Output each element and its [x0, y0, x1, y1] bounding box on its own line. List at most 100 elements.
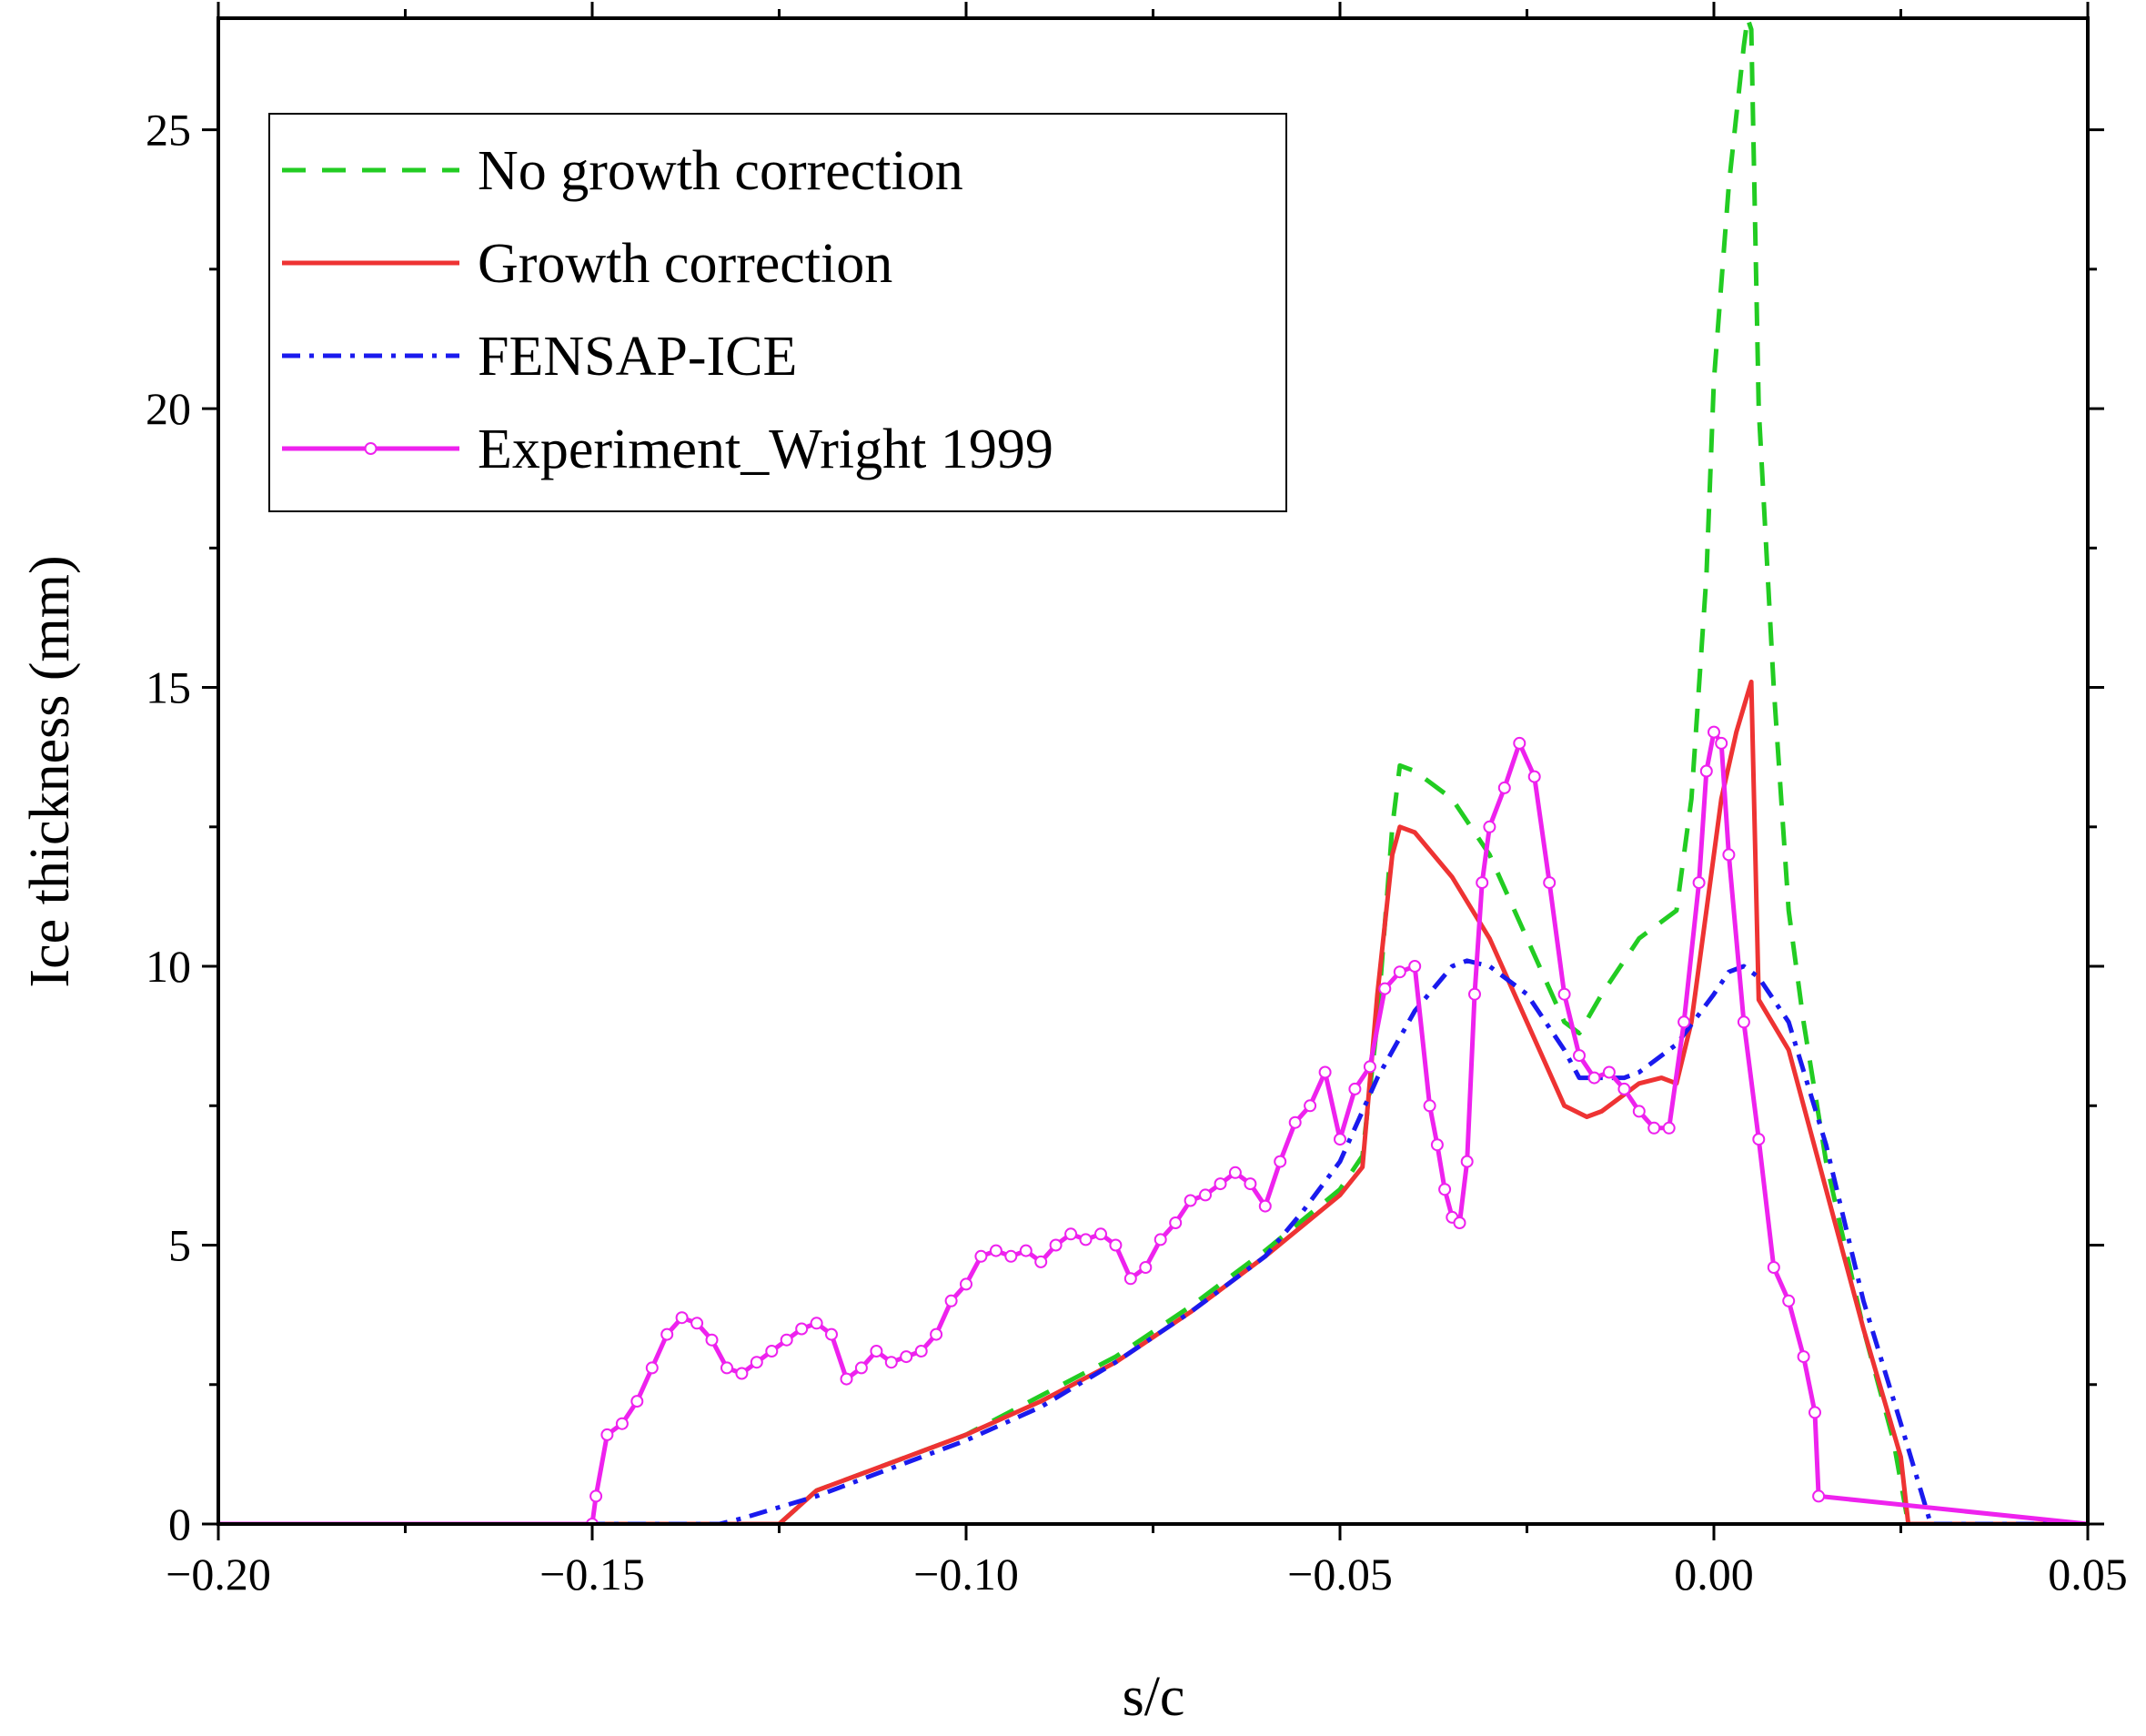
data-point: [854, 1361, 868, 1375]
data-point: [780, 1333, 793, 1347]
data-point: [944, 1294, 958, 1307]
data-point: [1527, 770, 1541, 783]
data-point: [1453, 1216, 1466, 1229]
ticks-layer: [202, 2, 2104, 1540]
data-point: [1483, 820, 1496, 833]
y-tick-label: 5: [168, 1220, 191, 1271]
data-point: [1460, 1155, 1474, 1168]
data-point: [1632, 1105, 1646, 1118]
legend: No growth correction Growth correction FEN…: [268, 113, 1287, 512]
series-line-growth-correction: [218, 679, 2088, 1524]
y-tick-label: 25: [146, 105, 191, 156]
x-tick-label: −0.05: [1287, 1549, 1393, 1600]
data-point: [974, 1249, 988, 1263]
series-layer: [218, 18, 2088, 1524]
data-point: [600, 1428, 614, 1441]
data-point: [690, 1317, 704, 1330]
data-point: [750, 1356, 763, 1369]
data-point: [675, 1311, 689, 1325]
data-point: [1476, 876, 1489, 890]
data-point: [840, 1372, 853, 1386]
x-tick-label: −0.10: [913, 1549, 1019, 1600]
data-point: [870, 1345, 883, 1358]
data-point: [660, 1327, 674, 1341]
data-point: [810, 1317, 823, 1330]
y-axis-title: Ice thickness (mm): [19, 555, 81, 987]
legend-label-experiment-wright-1999: Experiment_Wright 1999: [478, 419, 1053, 480]
data-point: [1438, 1183, 1452, 1196]
data-point: [1288, 1115, 1302, 1129]
data-point: [1513, 736, 1526, 750]
tick-labels-layer: −0.20 −0.15 −0.10 −0.05 0.00 0.05 0 5 10 15 20 25: [146, 105, 2128, 1600]
data-point: [1617, 1082, 1631, 1095]
data-point: [1430, 1138, 1444, 1152]
legend-label-no-growth-correction: No growth correction: [478, 140, 963, 202]
data-point: [720, 1361, 733, 1375]
data-point: [795, 1322, 809, 1336]
data-point: [1139, 1261, 1153, 1274]
data-point: [1393, 965, 1406, 979]
data-point: [1064, 1227, 1078, 1241]
legend-label-growth-correction: Growth correction: [478, 233, 892, 295]
data-point: [1423, 1099, 1436, 1113]
data-point: [1602, 1065, 1616, 1079]
data-point: [1079, 1233, 1093, 1246]
data-point: [1169, 1216, 1183, 1229]
data-point: [615, 1417, 629, 1430]
data-point: [1049, 1238, 1063, 1252]
legend-marker: [364, 442, 378, 455]
data-point: [1715, 736, 1728, 750]
data-point: [1647, 1121, 1661, 1135]
data-point: [1543, 876, 1557, 890]
data-point: [1274, 1155, 1287, 1168]
series-experiment-wright-1999: [218, 725, 2088, 1524]
data-point: [1497, 781, 1511, 794]
data-point: [1722, 848, 1736, 862]
data-point: [1573, 1049, 1586, 1063]
x-tick-label: 0.05: [2048, 1549, 2128, 1600]
data-point: [735, 1367, 749, 1380]
series-no-growth-correction: [218, 18, 2088, 1524]
data-point: [1699, 764, 1713, 778]
data-point: [1378, 982, 1392, 995]
data-point: [1244, 1177, 1257, 1191]
data-point: [1154, 1233, 1167, 1246]
data-point: [884, 1356, 898, 1369]
data-point: [589, 1489, 603, 1503]
data-point: [960, 1277, 972, 1291]
data-point: [1587, 1071, 1601, 1085]
data-point: [1737, 1015, 1750, 1029]
data-point: [1214, 1177, 1227, 1191]
series-fensap-ice: [218, 958, 2088, 1524]
data-point: [1334, 1133, 1346, 1146]
y-tick-label: 10: [146, 941, 191, 992]
x-tick-label: −0.15: [539, 1549, 645, 1600]
data-point: [705, 1333, 719, 1347]
data-point: [1557, 987, 1571, 1001]
data-point: [1408, 960, 1422, 973]
legend-label-fensap-ice: FENSAP-ICE: [478, 326, 797, 388]
data-point: [1304, 1099, 1317, 1113]
data-point: [825, 1327, 838, 1341]
data-point: [1004, 1249, 1018, 1263]
data-point: [900, 1350, 913, 1364]
data-point: [1109, 1238, 1123, 1252]
series-line-no-growth-correction: [218, 18, 2088, 1524]
legend-box: [268, 113, 1287, 512]
data-point: [1708, 725, 1720, 739]
data-point: [1782, 1294, 1796, 1307]
data-point: [1019, 1244, 1033, 1257]
x-axis-title: s/c: [1123, 1666, 1185, 1728]
data-point: [1123, 1272, 1137, 1286]
data-point: [1318, 1065, 1332, 1079]
data-point: [1184, 1194, 1197, 1207]
data-point: [1692, 876, 1706, 890]
data-point: [1808, 1406, 1821, 1419]
y-tick-label: 0: [168, 1499, 191, 1549]
series-line-fensap-ice: [218, 958, 2088, 1524]
data-point: [1468, 987, 1481, 1001]
data-point: [630, 1395, 644, 1408]
x-tick-label: −0.20: [166, 1549, 271, 1600]
data-point: [1094, 1227, 1107, 1241]
data-point: [1752, 1133, 1766, 1146]
